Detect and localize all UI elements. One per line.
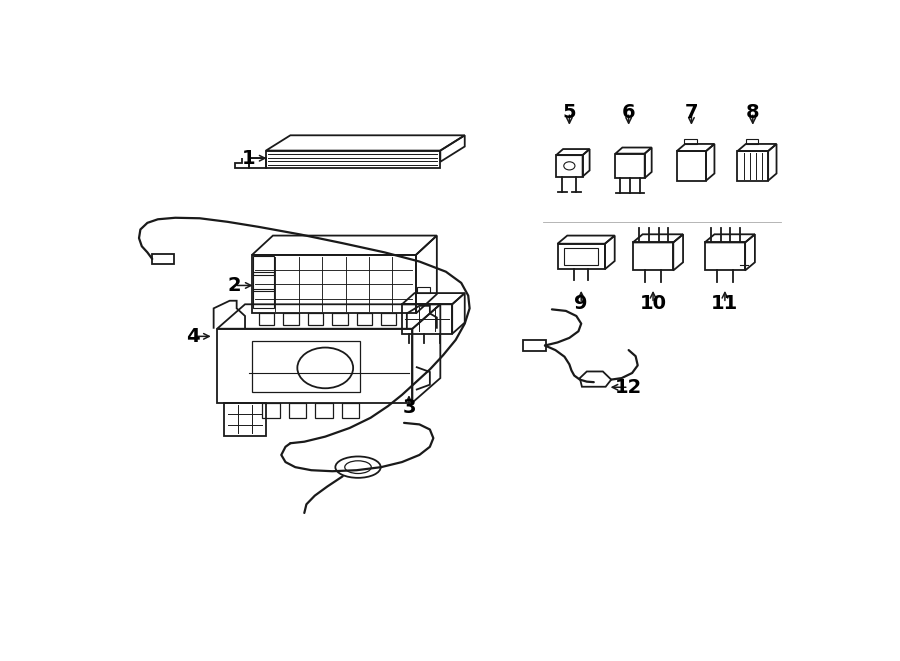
Text: 6: 6 <box>622 103 635 122</box>
Text: 4: 4 <box>186 327 200 346</box>
Text: 5: 5 <box>562 103 576 122</box>
Text: 1: 1 <box>242 149 256 168</box>
Text: 9: 9 <box>574 293 588 313</box>
Text: 8: 8 <box>746 103 760 122</box>
Text: 2: 2 <box>228 276 241 295</box>
Text: 10: 10 <box>640 293 667 313</box>
Text: 12: 12 <box>615 377 643 397</box>
Text: 7: 7 <box>685 103 698 122</box>
Text: 3: 3 <box>402 398 416 417</box>
Text: 11: 11 <box>711 293 739 313</box>
